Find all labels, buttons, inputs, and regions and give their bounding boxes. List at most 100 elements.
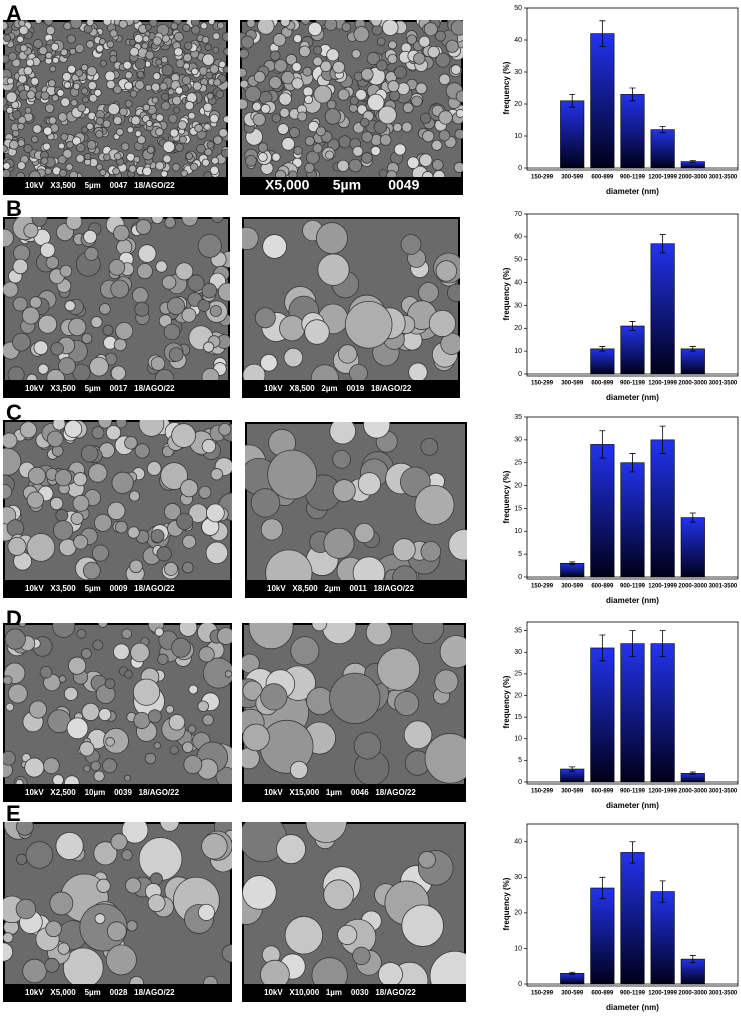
bar [620,643,645,783]
particle [200,22,208,30]
particle [57,142,65,150]
y-tick-label: 50 [514,257,522,264]
particle [209,113,219,124]
particle [55,831,84,861]
particle [19,44,28,53]
error-bar [689,160,696,163]
particle [421,171,434,177]
particle [321,623,357,645]
particle [182,23,191,32]
particle [15,779,24,784]
bar [650,243,675,375]
particle [182,534,197,549]
particle [187,274,205,292]
particle [52,520,74,541]
particle [80,444,99,463]
bar [650,891,675,985]
error-bar [629,453,636,473]
particle [110,833,128,851]
x-tick-label: 2000-3000 [678,175,707,181]
particle [161,101,171,111]
particle [293,146,303,156]
particle [202,53,215,66]
bar [560,973,585,985]
particle [304,95,314,105]
particle [171,637,192,658]
x-tick-label: 150-299 [531,789,554,795]
image-caption: 10kV X8,500 2µm 0011 18/AGO/22 [267,584,414,593]
particle [268,76,282,90]
particle [7,683,28,704]
particle [203,341,215,353]
particle [134,443,150,459]
x-tick-label: 150-299 [531,584,554,590]
particle [271,152,281,162]
particle [257,142,269,153]
particle [215,766,232,784]
x-tick-label: 900-1199 [620,381,646,387]
particle [187,111,196,120]
particle [170,22,179,30]
particle [63,21,72,31]
particle [305,822,347,844]
particle [86,66,97,77]
y-tick-label: 25 [514,460,522,467]
particle [81,63,89,72]
particle [388,40,397,50]
bar [650,439,675,578]
y-tick-label: 0 [518,779,522,786]
y-axis-title: frequency (%) [502,267,511,320]
particle [113,115,123,126]
particle [99,59,108,67]
particle [7,536,27,556]
particle [6,519,25,537]
particle [103,153,111,162]
particle [181,307,197,323]
particle [352,145,364,157]
particle [376,647,421,691]
particle [12,129,20,138]
particle [59,264,73,278]
particle [281,137,296,151]
particle [49,891,74,916]
particle [175,262,194,281]
particle [110,279,130,299]
y-tick-label: 10 [514,945,522,952]
particle [201,367,220,380]
particle [19,421,37,439]
particle [79,741,95,757]
particle [28,700,48,719]
particle [201,158,210,167]
error-bar [689,512,696,523]
x-tick-label: 150-299 [531,381,554,387]
particle [84,246,99,261]
particle [128,490,141,502]
particle [16,35,24,43]
particle [45,255,60,270]
particle [223,47,228,56]
particle [27,466,46,485]
particle [47,79,56,88]
x-tick-label: 3001-3500 [709,175,738,181]
particle [121,628,133,639]
particle [144,23,152,31]
particle [70,99,78,107]
error-bar [659,880,666,903]
image-caption: X5,000 5µm 0049 [265,177,420,193]
particle [392,565,418,580]
particle [317,253,350,286]
bar [650,129,675,169]
particle [33,39,43,49]
x-tick-label: 600-899 [591,175,614,181]
particle [133,33,144,44]
particle [76,628,87,639]
particle [145,50,155,60]
particle [262,234,287,259]
particle [392,538,416,562]
y-tick-label: 40 [514,279,522,286]
particle [24,106,32,114]
error-bar [659,630,666,657]
particles [3,20,228,177]
particle [312,56,323,67]
particle [50,42,60,52]
